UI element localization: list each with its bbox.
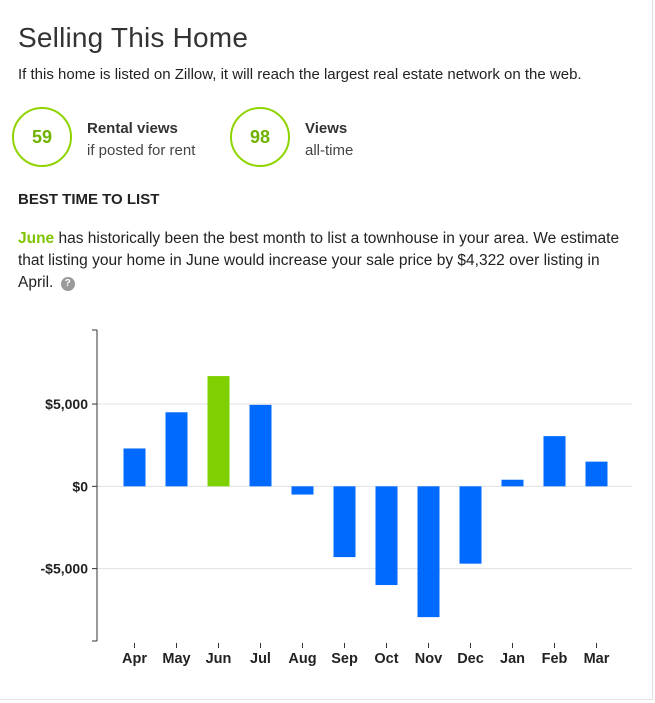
x-tick-label-may: May <box>162 651 190 667</box>
bar-jun[interactable] <box>207 376 230 487</box>
page-title: Selling This Home <box>18 22 249 53</box>
x-tick-label-jun: Jun <box>206 651 232 667</box>
best-time-text: has historically been the best month to … <box>18 230 620 291</box>
views-sublabel: all-time <box>305 142 354 159</box>
best-time-heading: BEST TIME TO LIST <box>18 191 160 208</box>
page-subtitle: If this home is listed on Zillow, it wil… <box>18 66 582 83</box>
x-tick-label-aug: Aug <box>288 651 316 667</box>
bar-mar[interactable] <box>585 461 608 487</box>
bar-jul[interactable] <box>249 404 272 487</box>
y-tick-label: $5,000 <box>45 396 88 412</box>
best-time-description: June has historically been the best mont… <box>18 228 638 294</box>
y-tick-label: -$5,000 <box>41 561 89 577</box>
x-tick-label-jan: Jan <box>500 651 525 667</box>
best-month-highlight: June <box>18 230 55 247</box>
x-tick-label-apr: Apr <box>122 651 147 667</box>
best-time-bar-chart: $5,000 $0 -$5,000 Apr May Jun Jul Aug Sep Oct Nov D… <box>41 329 632 667</box>
x-tick-label-oct: Oct <box>374 651 398 667</box>
x-tick-label-nov: Nov <box>415 651 442 667</box>
x-tick-label-feb: Feb <box>542 651 568 667</box>
bar-aug[interactable] <box>291 486 314 495</box>
x-tick-label-sep: Sep <box>331 651 358 667</box>
x-tick-label-dec: Dec <box>457 651 484 667</box>
bar-sep[interactable] <box>333 486 356 558</box>
rental-views-count: 59 <box>12 107 72 167</box>
help-icon[interactable]: ? <box>60 277 75 291</box>
x-tick-label-mar: Mar <box>584 651 610 667</box>
rental-views-label: Rental views <box>87 120 178 137</box>
views-count: 98 <box>230 107 290 167</box>
x-tick-label-jul: Jul <box>250 651 271 667</box>
rental-views-sublabel: if posted for rent <box>87 142 196 159</box>
bar-may[interactable] <box>165 412 188 487</box>
bar-apr[interactable] <box>123 448 146 487</box>
bar-nov[interactable] <box>417 486 440 618</box>
bar-jan[interactable] <box>501 479 524 487</box>
bar-feb[interactable] <box>543 436 566 487</box>
views-label: Views <box>305 120 348 137</box>
y-tick-label: $0 <box>72 478 88 494</box>
bar-oct[interactable] <box>375 486 398 586</box>
bar-dec[interactable] <box>459 486 482 564</box>
